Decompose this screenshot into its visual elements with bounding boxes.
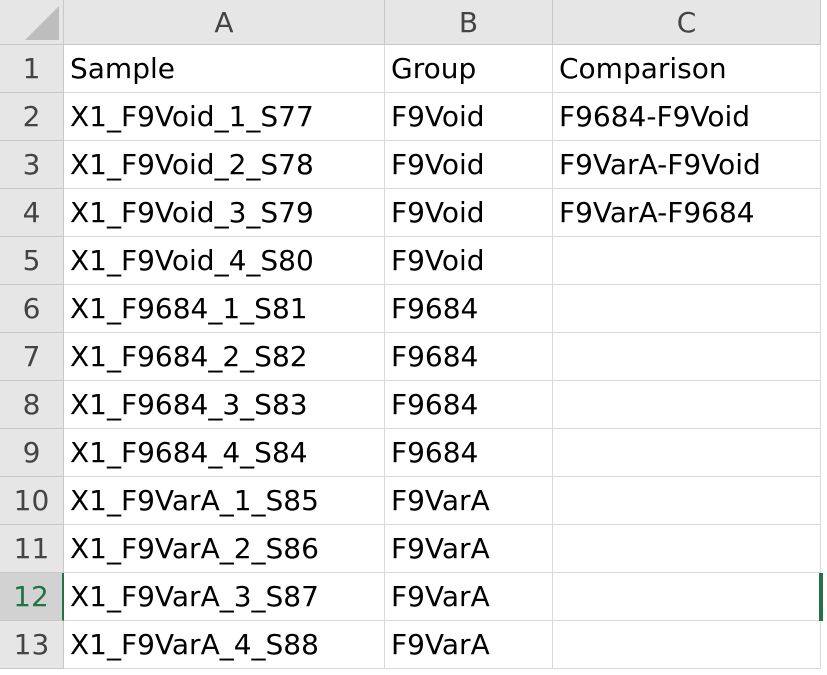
row-header-2[interactable]: 2 xyxy=(0,93,64,141)
row-header-9[interactable]: 9 xyxy=(0,429,64,477)
column-header-a[interactable]: A xyxy=(64,0,385,45)
active-cell-border xyxy=(819,573,823,621)
cell-c8[interactable] xyxy=(553,381,821,429)
column-header-b[interactable]: B xyxy=(385,0,553,45)
cell-c7[interactable] xyxy=(553,333,821,381)
cell-a5[interactable]: X1_F9Void_4_S80 xyxy=(64,237,385,285)
cell-b5[interactable]: F9Void xyxy=(385,237,553,285)
cell-c3[interactable]: F9VarA-F9Void xyxy=(553,141,821,189)
cell-b1[interactable]: Group xyxy=(385,45,553,93)
cell-a6[interactable]: X1_F9684_1_S81 xyxy=(64,285,385,333)
row-header-11[interactable]: 11 xyxy=(0,525,64,573)
cell-c13[interactable] xyxy=(553,621,821,669)
cell-c5[interactable] xyxy=(553,237,821,285)
cell-b6[interactable]: F9684 xyxy=(385,285,553,333)
row-header-4[interactable]: 4 xyxy=(0,189,64,237)
row-header-13[interactable]: 13 xyxy=(0,621,64,669)
cell-a13[interactable]: X1_F9VarA_4_S88 xyxy=(64,621,385,669)
cell-a12[interactable]: X1_F9VarA_3_S87 xyxy=(64,573,385,621)
cell-c9[interactable] xyxy=(553,429,821,477)
cell-a7[interactable]: X1_F9684_2_S82 xyxy=(64,333,385,381)
cell-c10[interactable] xyxy=(553,477,821,525)
select-all-corner[interactable] xyxy=(0,0,64,45)
cell-c11[interactable] xyxy=(553,525,821,573)
cell-b9[interactable]: F9684 xyxy=(385,429,553,477)
cell-a3[interactable]: X1_F9Void_2_S78 xyxy=(64,141,385,189)
column-header-c[interactable]: C xyxy=(553,0,821,45)
row-header-7[interactable]: 7 xyxy=(0,333,64,381)
cell-c4[interactable]: F9VarA-F9684 xyxy=(553,189,821,237)
select-all-triangle-icon xyxy=(25,6,59,40)
cell-c1[interactable]: Comparison xyxy=(553,45,821,93)
cell-c2[interactable]: F9684-F9Void xyxy=(553,93,821,141)
cell-b2[interactable]: F9Void xyxy=(385,93,553,141)
cell-a8[interactable]: X1_F9684_3_S83 xyxy=(64,381,385,429)
row-header-8[interactable]: 8 xyxy=(0,381,64,429)
cell-a11[interactable]: X1_F9VarA_2_S86 xyxy=(64,525,385,573)
row-header-5[interactable]: 5 xyxy=(0,237,64,285)
row-header-10[interactable]: 10 xyxy=(0,477,64,525)
cell-b8[interactable]: F9684 xyxy=(385,381,553,429)
cell-c6[interactable] xyxy=(553,285,821,333)
cell-a2[interactable]: X1_F9Void_1_S77 xyxy=(64,93,385,141)
cell-b7[interactable]: F9684 xyxy=(385,333,553,381)
cell-b13[interactable]: F9VarA xyxy=(385,621,553,669)
row-header-1[interactable]: 1 xyxy=(0,45,64,93)
cell-a1[interactable]: Sample xyxy=(64,45,385,93)
cell-a9[interactable]: X1_F9684_4_S84 xyxy=(64,429,385,477)
cell-b10[interactable]: F9VarA xyxy=(385,477,553,525)
cell-a10[interactable]: X1_F9VarA_1_S85 xyxy=(64,477,385,525)
row-header-6[interactable]: 6 xyxy=(0,285,64,333)
cell-a4[interactable]: X1_F9Void_3_S79 xyxy=(64,189,385,237)
cell-b12[interactable]: F9VarA xyxy=(385,573,553,621)
cell-c12[interactable] xyxy=(553,573,821,621)
cell-b3[interactable]: F9Void xyxy=(385,141,553,189)
row-header-12[interactable]: 12 xyxy=(0,573,64,621)
cell-b4[interactable]: F9Void xyxy=(385,189,553,237)
cell-b11[interactable]: F9VarA xyxy=(385,525,553,573)
row-header-3[interactable]: 3 xyxy=(0,141,64,189)
